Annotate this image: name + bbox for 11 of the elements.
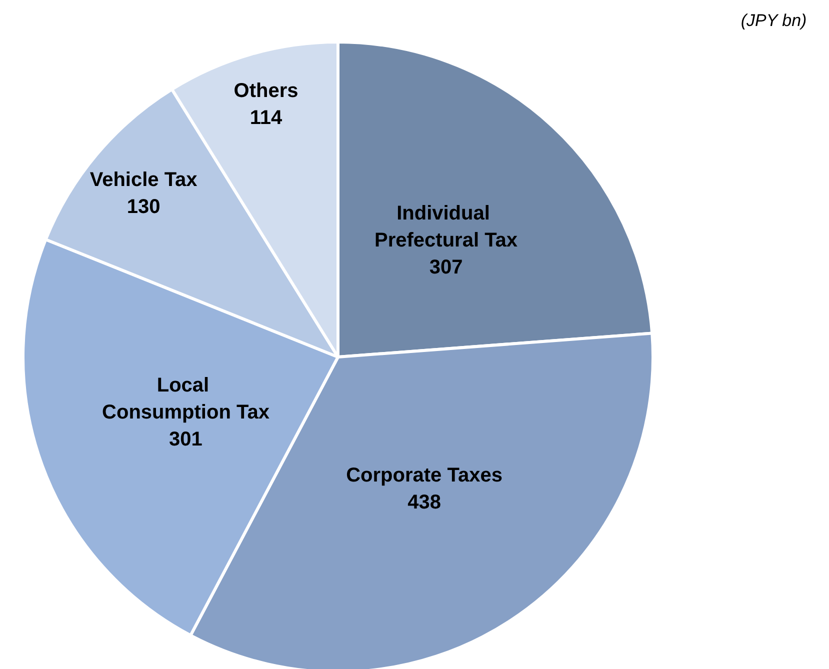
slice-label: Corporate Taxes: [346, 464, 502, 486]
slice-label: Others: [234, 80, 298, 102]
text: (JPY bn): [740, 11, 807, 30]
data-label: 438: [408, 491, 441, 514]
data-label: 307: [429, 256, 463, 278]
slice-label: Vehicle Tax: [90, 169, 198, 192]
slice-label: Individual Prefectural Tax: [374, 202, 518, 252]
data-label: 301: [169, 428, 202, 451]
slice-label: Local Consumption Tax: [102, 374, 270, 424]
data-label: 130: [126, 196, 160, 218]
data-label: 114: [250, 106, 284, 129]
